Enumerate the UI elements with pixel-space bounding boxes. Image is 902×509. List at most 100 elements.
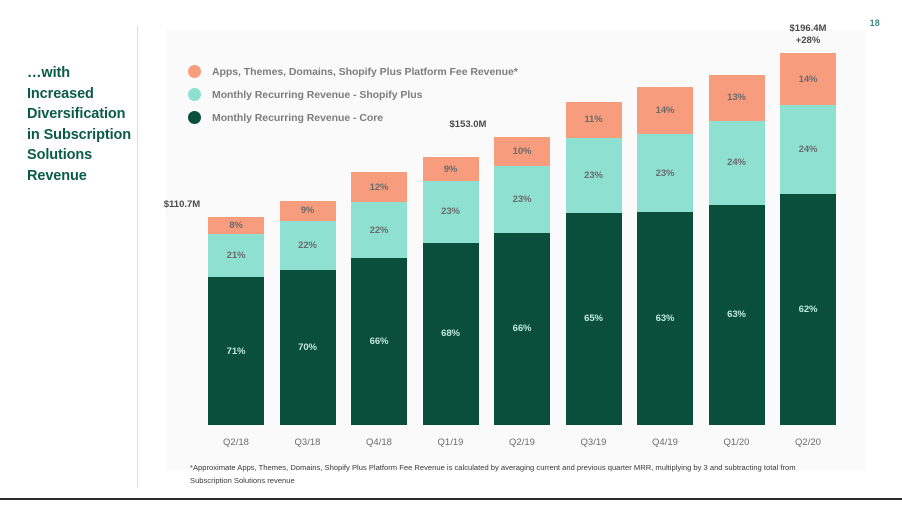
bar-value-total: $196.4M bbox=[789, 23, 827, 34]
bar-group[interactable]: $153.0M 10% 23% 66% Q2/19 bbox=[450, 119, 550, 448]
bar-segment-label: 63% bbox=[727, 309, 746, 321]
bar-segment-label: 8% bbox=[229, 219, 243, 231]
bar-segment-apps[interactable]: 9% bbox=[279, 201, 336, 221]
bar-segment-label: 63% bbox=[655, 313, 675, 325]
x-axis-label: Q1/19 bbox=[437, 437, 464, 448]
legend-swatch-plus-icon bbox=[188, 88, 201, 101]
bar-value-callout: $110.7M bbox=[132, 199, 232, 211]
bar-group[interactable]: 9% 23% 68% Q1/19 bbox=[422, 157, 479, 448]
bar-segment-label: 68% bbox=[441, 328, 460, 340]
bar-segment-label: 14% bbox=[655, 105, 675, 117]
legend-item-apps[interactable]: Apps, Themes, Domains, Shopify Plus Plat… bbox=[188, 60, 518, 83]
bar-segment-label: 21% bbox=[226, 249, 246, 261]
bar-group[interactable]: 12% 22% 66% Q4/18 bbox=[351, 172, 407, 448]
bar-group[interactable]: $110.7M 8% 21% 71% Q2/18 bbox=[164, 199, 264, 448]
bar-segment-shopify-plus[interactable]: 23% bbox=[637, 134, 693, 213]
bar-segment-shopify-plus[interactable]: 23% bbox=[565, 137, 622, 213]
legend-item-core[interactable]: Monthly Recurring Revenue - Core bbox=[188, 106, 518, 129]
bar-segment-apps[interactable]: 11% bbox=[565, 102, 622, 138]
bar-segment-label: 23% bbox=[512, 194, 532, 206]
bar-segment-core[interactable]: 63% bbox=[637, 212, 693, 425]
bar-segment-label: 23% bbox=[655, 167, 675, 179]
bar-stack: 10% 23% 66% Q2/19 bbox=[494, 137, 550, 448]
bar-segment-apps[interactable]: 14% bbox=[780, 53, 836, 106]
bar-segment-shopify-plus[interactable]: 24% bbox=[780, 105, 836, 195]
bar-stack: 12% 22% 66% Q4/18 bbox=[351, 172, 407, 448]
bar-segment-core[interactable]: 70% bbox=[279, 269, 336, 425]
legend-label-apps: Apps, Themes, Domains, Shopify Plus Plat… bbox=[212, 65, 518, 78]
bar-segment-label: 22% bbox=[298, 239, 317, 251]
bar-segment-label: 11% bbox=[584, 114, 603, 126]
bar-group[interactable]: 11% 23% 65% Q3/19 bbox=[565, 102, 622, 448]
bar-segment-core[interactable]: 62% bbox=[780, 194, 836, 425]
bar-value-total: $153.0M bbox=[449, 118, 487, 130]
bar-segment-label: 23% bbox=[441, 206, 460, 218]
legend-swatch-core-icon bbox=[188, 111, 201, 124]
legend-item-shopify-plus[interactable]: Monthly Recurring Revenue - Shopify Plus bbox=[188, 83, 518, 106]
bar-segment-apps[interactable]: 13% bbox=[708, 75, 765, 121]
bar-segment-label: 23% bbox=[584, 169, 603, 181]
bar-stack: 8% 21% 71% Q2/18 bbox=[208, 217, 264, 448]
bar-segment-shopify-plus[interactable]: 22% bbox=[279, 220, 336, 270]
bar-segment-shopify-plus[interactable]: 23% bbox=[494, 166, 550, 233]
bar-stack: 9% 22% 70% Q3/18 bbox=[279, 201, 336, 448]
bar-segment-apps[interactable]: 14% bbox=[637, 87, 693, 135]
footnote: *Approximate Apps, Themes, Domains, Shop… bbox=[190, 463, 796, 485]
bar-segment-apps[interactable]: 12% bbox=[351, 172, 407, 203]
x-axis-label: Q3/19 bbox=[580, 437, 607, 448]
bar-segment-apps[interactable]: 8% bbox=[208, 217, 264, 234]
bar-group[interactable]: $196.4M +28% 14% 24% 62% Q2/20 bbox=[780, 23, 836, 448]
title-panel: …with Increased Diversification in Subsc… bbox=[0, 26, 138, 488]
bar-segment-label: 70% bbox=[298, 341, 317, 353]
bar-segment-label: 10% bbox=[512, 146, 532, 158]
bar-segment-label: 14% bbox=[798, 73, 818, 85]
x-axis-label: Q4/19 bbox=[652, 437, 678, 448]
bar-segment-core[interactable]: 63% bbox=[708, 204, 765, 425]
bar-segment-label: 24% bbox=[798, 144, 818, 156]
chart-legend: Apps, Themes, Domains, Shopify Plus Plat… bbox=[188, 60, 518, 129]
bar-segment-shopify-plus[interactable]: 21% bbox=[208, 233, 264, 278]
x-axis-label: Q2/20 bbox=[795, 437, 821, 448]
bar-segment-label: 62% bbox=[798, 304, 818, 316]
bar-segment-label: 71% bbox=[226, 345, 246, 357]
x-axis-label: Q3/18 bbox=[294, 437, 321, 448]
page-number: 18 bbox=[869, 18, 880, 28]
bar-segment-core[interactable]: 68% bbox=[422, 242, 479, 425]
bar-segment-label: 66% bbox=[512, 323, 532, 335]
bar-segment-shopify-plus[interactable]: 23% bbox=[422, 181, 479, 243]
bar-segment-core[interactable]: 66% bbox=[494, 232, 550, 425]
bar-segment-label: 66% bbox=[369, 336, 389, 347]
slide-bottom-rule bbox=[0, 498, 902, 500]
bar-value-total: $110.7M bbox=[163, 198, 201, 210]
x-axis-label: Q2/18 bbox=[223, 437, 249, 448]
bar-segment-label: 12% bbox=[369, 181, 389, 193]
bar-segment-label: 9% bbox=[443, 163, 458, 175]
bar-segment-apps[interactable]: 9% bbox=[422, 157, 479, 182]
bar-segment-label: 13% bbox=[727, 92, 746, 104]
chart-container: Apps, Themes, Domains, Shopify Plus Plat… bbox=[164, 23, 866, 470]
bar-stack: 11% 23% 65% Q3/19 bbox=[565, 102, 622, 448]
bar-segment-shopify-plus[interactable]: 22% bbox=[351, 202, 407, 259]
bar-segment-label: 24% bbox=[727, 157, 746, 168]
bar-segment-core[interactable]: 66% bbox=[351, 258, 407, 425]
bar-group[interactable]: 13% 24% 63% Q1/20 bbox=[708, 75, 765, 448]
bar-segment-label: 22% bbox=[369, 224, 389, 236]
bar-segment-shopify-plus[interactable]: 24% bbox=[708, 120, 765, 205]
bar-stack: 13% 24% 63% Q1/20 bbox=[708, 75, 765, 448]
bar-segment-core[interactable]: 71% bbox=[208, 277, 264, 425]
bar-segment-label: 65% bbox=[584, 313, 603, 325]
legend-label-core: Monthly Recurring Revenue - Core bbox=[212, 111, 384, 124]
legend-swatch-apps-icon bbox=[188, 65, 201, 78]
bar-segment-apps[interactable]: 10% bbox=[494, 137, 550, 167]
bar-stack: 14% 24% 62% Q2/20 bbox=[780, 53, 836, 448]
bar-value-callout: $196.4M +28% bbox=[758, 23, 858, 46]
bar-chart-plot: $110.7M 8% 21% 71% Q2/18 9% 22% 70% Q3/18 12% 22% 6… bbox=[164, 23, 866, 470]
bar-segment-core[interactable]: 65% bbox=[565, 212, 622, 425]
x-axis-label: Q4/18 bbox=[366, 437, 392, 448]
x-axis-label: Q1/20 bbox=[723, 437, 750, 448]
bar-group[interactable]: 14% 23% 63% Q4/19 bbox=[637, 87, 693, 448]
x-axis-label: Q2/19 bbox=[509, 437, 535, 448]
page-title: …with Increased Diversification in Subsc… bbox=[27, 65, 132, 184]
bar-group[interactable]: 9% 22% 70% Q3/18 bbox=[279, 201, 336, 448]
